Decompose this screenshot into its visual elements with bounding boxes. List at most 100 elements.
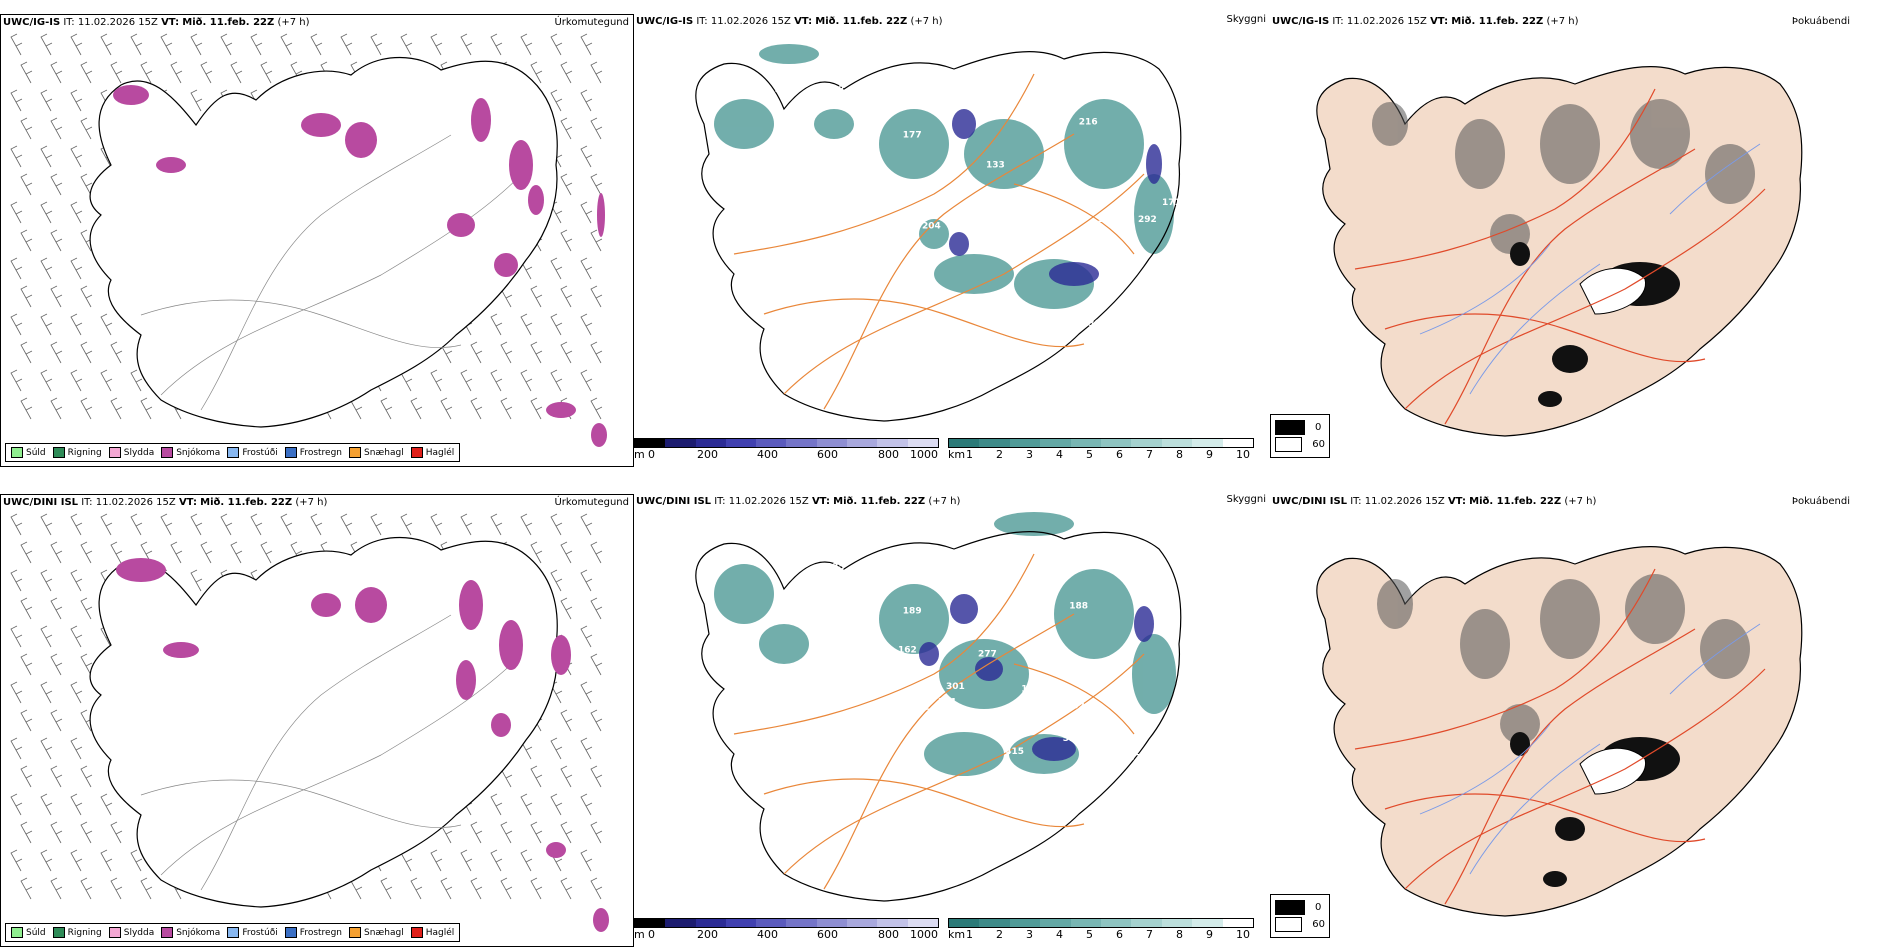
- visibility-colorbar: km 1 2 3 4 5 6 7 8 9 10: [948, 918, 1254, 941]
- wind-barb: [520, 793, 533, 816]
- ceiling-label: 383: [775, 85, 794, 95]
- ceiling-label: 287: [994, 196, 1013, 206]
- fog-legend-item: 0: [1275, 899, 1325, 916]
- wind-barb: [80, 61, 93, 84]
- wind-barb: [40, 145, 53, 168]
- wind-barb: [70, 513, 83, 536]
- wind-barb: [40, 569, 53, 592]
- wind-barb: [580, 201, 593, 224]
- wind-barb: [550, 793, 563, 816]
- field-title: Þokuábendi: [1791, 16, 1850, 27]
- legend-swatch: [108, 927, 121, 938]
- wind-barb: [10, 89, 23, 112]
- wind-barb: [100, 369, 113, 392]
- wind-barb: [40, 257, 53, 280]
- wind-barb: [470, 877, 483, 900]
- wind-barb: [70, 257, 83, 280]
- legend-item: Rigning: [52, 927, 102, 938]
- wind-barb: [80, 597, 93, 620]
- wind-barb: [550, 257, 563, 280]
- ceiling-label: 317: [1047, 806, 1066, 816]
- wind-barb: [80, 397, 93, 420]
- wind-barb: [400, 513, 413, 536]
- ceiling-label: 415: [1005, 747, 1024, 757]
- wind-barb: [340, 33, 353, 56]
- ceiling-label: 292: [1138, 215, 1157, 225]
- wind-barb: [80, 877, 93, 900]
- ceiling-label: 437: [826, 85, 845, 95]
- wind-barb: [500, 397, 513, 420]
- fog-panel-bottom: UWC/DINI ISL IT: 11.02.2026 15Z VT: Mið.…: [1270, 494, 1900, 947]
- wind-barb: [10, 369, 23, 392]
- wind-barb: [590, 397, 603, 420]
- ceiling-label: 153: [858, 274, 877, 284]
- ceiling-label: 204: [922, 222, 941, 232]
- wind-barb: [280, 33, 293, 56]
- fog-legend-swatch: [1275, 420, 1305, 435]
- wind-barb: [260, 61, 273, 84]
- legend-item: Snjókoma: [161, 447, 220, 458]
- wind-barb: [10, 257, 23, 280]
- wind-barb: [50, 397, 63, 420]
- visibility-map: 412 235 189 329 344 188 794 162 146 277 294 244 301 2…: [695, 512, 1182, 902]
- wind-barb: [200, 61, 213, 84]
- wind-barb: [40, 625, 53, 648]
- wind-barb: [70, 33, 83, 56]
- wind-barb: [20, 765, 33, 788]
- ceiling-label: 321: [938, 698, 957, 708]
- fog-map: [1316, 65, 1803, 437]
- wind-barb: [40, 313, 53, 336]
- ceiling-label: 190: [1114, 270, 1133, 280]
- wind-barb: [590, 229, 603, 252]
- ceiling-label: 235: [826, 562, 845, 572]
- ceiling-label: 542: [1098, 215, 1117, 225]
- wind-barb: [580, 849, 593, 872]
- wind-barb: [530, 341, 543, 364]
- fog-legend-swatch: [1275, 437, 1303, 452]
- legend-item: Snjókoma: [161, 927, 220, 938]
- legend-swatch: [108, 447, 121, 458]
- ceiling-colorbar-strip: [634, 918, 939, 928]
- panel-header: UWC/IG-IS IT: 11.02.2026 15Z VT: Mið. 11…: [1272, 16, 1579, 27]
- wind-barb: [10, 201, 23, 224]
- fog-legend: 0 60: [1270, 414, 1330, 458]
- ceiling-label: 329: [954, 568, 973, 578]
- ceiling-label: 144: [1021, 685, 1040, 695]
- fog-legend: 0 60: [1270, 894, 1330, 938]
- wind-barb: [490, 849, 503, 872]
- wind-barb: [380, 877, 393, 900]
- wind-barb: [460, 33, 473, 56]
- wind-barb: [20, 61, 33, 84]
- wind-barb: [70, 89, 83, 112]
- panel-header: UWC/DINI ISL IT: 11.02.2026 15Z VT: Mið.…: [3, 497, 328, 508]
- ceiling-label: 146: [906, 666, 925, 676]
- wind-barb: [100, 33, 113, 56]
- wind-barb: [530, 765, 543, 788]
- wind-barb: [230, 61, 243, 84]
- wind-barb: [20, 285, 33, 308]
- wind-barb: [550, 737, 563, 760]
- wind-barb: [20, 709, 33, 732]
- wind-barb: [560, 597, 573, 620]
- wind-barb: [80, 765, 93, 788]
- visibility-colorbar: km 1 2 3 4 5 6 7 8 9 10: [948, 438, 1254, 461]
- ceiling-label: 483: [1053, 319, 1072, 329]
- panel-header: UWC/DINI ISL IT: 11.02.2026 15Z VT: Mið.…: [636, 496, 961, 507]
- wind-barb: [410, 397, 423, 420]
- wind-barb: [250, 513, 263, 536]
- wind-barb: [40, 33, 53, 56]
- wind-barb: [50, 709, 63, 732]
- ceiling-label: 157: [1122, 754, 1141, 764]
- wind-barb: [170, 61, 183, 84]
- wind-barb: [70, 681, 83, 704]
- wind-barb: [140, 541, 153, 564]
- wind-barb: [530, 397, 543, 420]
- legend-item: Slydda: [108, 927, 154, 938]
- wind-barb: [40, 201, 53, 224]
- wind-barb: [530, 285, 543, 308]
- wind-barb: [500, 821, 513, 844]
- wind-barb: [40, 793, 53, 816]
- wind-barb: [550, 569, 563, 592]
- wind-barb: [550, 369, 563, 392]
- wind-barb: [50, 285, 63, 308]
